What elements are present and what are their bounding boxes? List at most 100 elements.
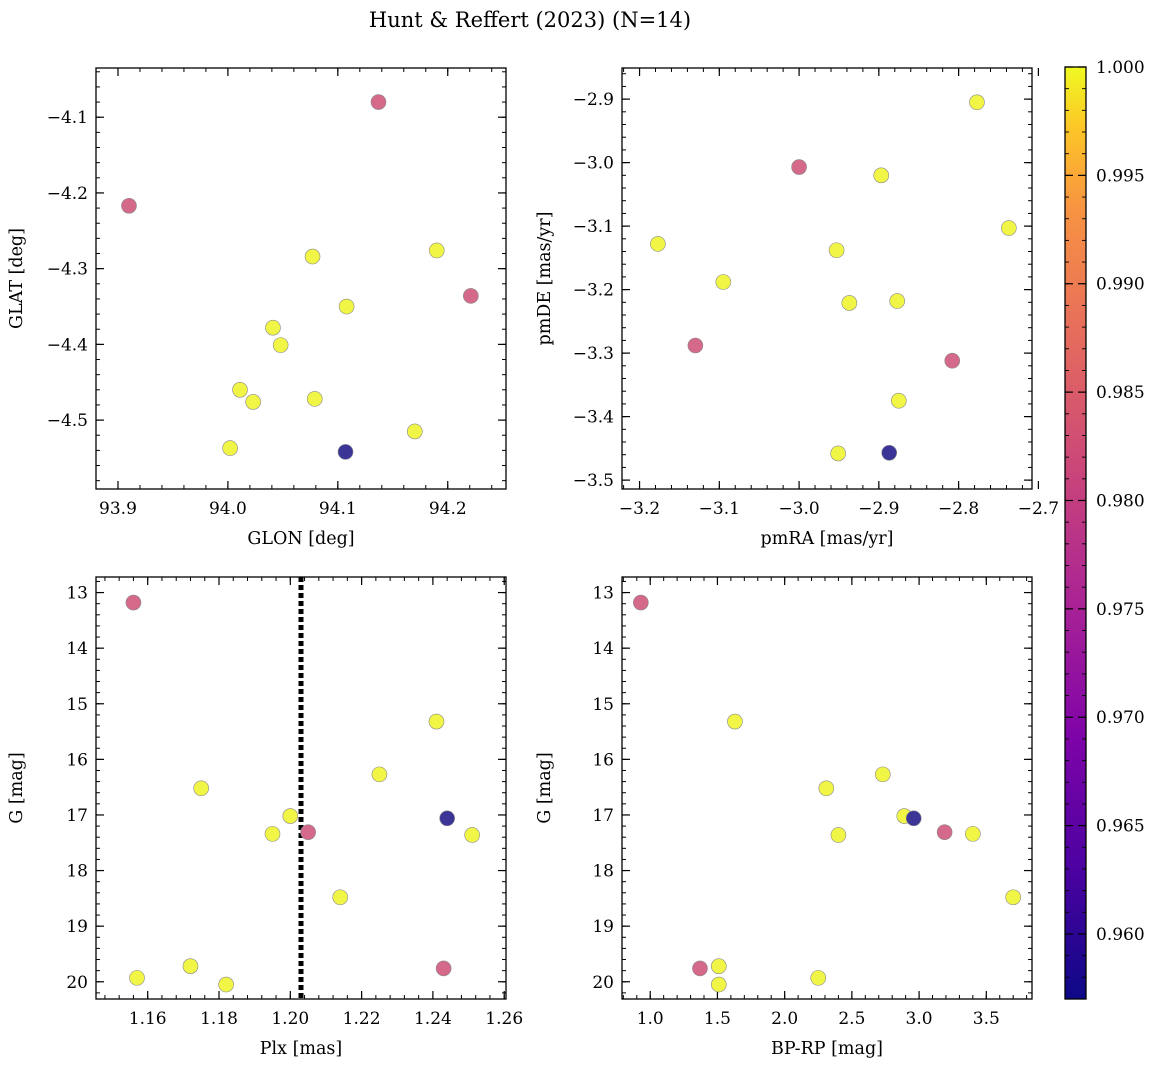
y-tick-label: 19 xyxy=(66,917,88,937)
y-tick-label: 20 xyxy=(66,973,88,993)
data-point xyxy=(428,242,445,259)
x-tick-label: 1.5 xyxy=(704,1009,731,1029)
x-tick-label: 94.0 xyxy=(209,499,247,519)
x-tick-label: 1.26 xyxy=(485,1009,523,1029)
x-tick-label: 93.9 xyxy=(99,499,137,519)
data-point xyxy=(464,827,480,843)
y-tick-label: −2.9 xyxy=(573,90,614,110)
data-point xyxy=(370,94,387,110)
data-point xyxy=(687,337,704,354)
y-axis-label: G [mag] xyxy=(535,752,555,823)
colorbar-frame xyxy=(1064,66,1087,1000)
x-tick-label: −2.7 xyxy=(1018,499,1059,519)
data-point xyxy=(889,293,905,309)
y-tick-label: −4.5 xyxy=(47,411,88,431)
colorbar-tick-label: 0.980 xyxy=(1096,491,1145,511)
x-tick-label: 94.1 xyxy=(319,499,357,519)
panels: 93.9 94.0 94.1 94.2 −4.5 −4.4 −4.3 −4.2 −4.1 GLON… xyxy=(7,67,1059,1059)
axes-frame xyxy=(621,576,1033,1000)
x-tick-label: 3.5 xyxy=(973,1009,1000,1029)
x-tick-label: 1.0 xyxy=(637,1009,664,1029)
data-point xyxy=(338,298,355,315)
x-axis-label: Plx [mas] xyxy=(260,1039,342,1059)
x-tick-label: −3.1 xyxy=(699,499,740,519)
y-axis-label: GLAT [deg] xyxy=(7,228,27,329)
data-point xyxy=(710,976,727,993)
data-point xyxy=(944,352,961,369)
y-tick-label: 13 xyxy=(66,584,88,604)
data-point xyxy=(129,970,145,986)
data-point xyxy=(828,242,845,259)
data-point xyxy=(936,824,953,841)
y-axis-label: G [mag] xyxy=(7,752,27,823)
data-point xyxy=(264,826,281,842)
data-point xyxy=(218,976,234,993)
data-point xyxy=(873,167,890,184)
data-point xyxy=(121,198,137,214)
y-tick-label: −3.5 xyxy=(573,471,614,491)
colorbar-tick-label: 0.975 xyxy=(1096,600,1145,620)
data-point xyxy=(332,889,349,906)
data-point xyxy=(830,827,847,843)
y-tick-label: −4.1 xyxy=(47,108,88,128)
y-tick-label: 14 xyxy=(592,639,614,659)
data-point xyxy=(371,766,388,783)
y-tick-label: 17 xyxy=(66,806,88,826)
data-point xyxy=(881,445,898,461)
y-tick-label: 20 xyxy=(592,973,614,993)
data-point xyxy=(791,159,807,175)
y-tick-label: 15 xyxy=(592,695,614,715)
x-tick-label: 1.16 xyxy=(129,1009,167,1029)
y-tick-label: −3.1 xyxy=(573,217,614,237)
data-point xyxy=(125,594,142,611)
data-point xyxy=(265,319,281,336)
y-tick-label: 16 xyxy=(66,750,88,770)
x-tick-label: −3.2 xyxy=(619,499,660,519)
axes-frame xyxy=(95,67,507,490)
axes-frame xyxy=(621,67,1033,490)
x-tick-label: 1.18 xyxy=(200,1009,238,1029)
data-point xyxy=(965,826,981,842)
panel-bprp-g: 1.0 1.5 2.0 2.5 3.0 3.5 13 14 15 16 17 18 19 20 BP-RP … xyxy=(535,576,1033,1059)
data-point xyxy=(282,808,299,824)
data-point xyxy=(439,810,455,827)
y-tick-label: 13 xyxy=(592,584,614,604)
y-tick-label: 18 xyxy=(66,862,88,882)
data-point xyxy=(841,295,858,311)
data-point xyxy=(406,423,423,440)
y-tick-label: −3.3 xyxy=(573,344,614,364)
x-tick-label: 3.0 xyxy=(906,1009,933,1029)
data-point xyxy=(193,780,209,797)
data-point xyxy=(435,960,452,977)
data-point xyxy=(428,713,445,730)
colorbar-tick-label: 1.000 xyxy=(1096,58,1145,78)
data-point xyxy=(692,960,708,977)
y-tick-label: 14 xyxy=(66,639,88,659)
colorbar-tick-label: 0.960 xyxy=(1096,925,1145,945)
colorbar: 0.960 0.965 0.970 0.975 0.980 0.985 0.990 0.995… xyxy=(1064,58,1145,1000)
y-tick-label: 18 xyxy=(592,862,614,882)
y-tick-label: −3.0 xyxy=(573,154,614,174)
x-tick-label: 2.5 xyxy=(838,1009,865,1029)
data-point xyxy=(245,394,261,410)
data-point xyxy=(810,970,827,986)
y-tick-label: 16 xyxy=(592,750,614,770)
data-point xyxy=(306,391,323,407)
data-point xyxy=(650,236,666,252)
data-point xyxy=(830,445,846,462)
data-point xyxy=(633,594,649,611)
x-tick-label: −3.0 xyxy=(778,499,819,519)
data-point xyxy=(222,440,238,456)
x-tick-label: −2.8 xyxy=(938,499,979,519)
x-tick-label: 1.24 xyxy=(414,1009,452,1029)
data-point xyxy=(818,780,835,797)
y-tick-label: −3.2 xyxy=(573,281,614,301)
x-axis-label: GLON [deg] xyxy=(247,529,354,549)
x-tick-label: 2.0 xyxy=(771,1009,798,1029)
axes-frame xyxy=(95,576,507,1000)
colorbar-tick-label: 0.990 xyxy=(1096,275,1145,295)
data-point xyxy=(710,958,727,974)
data-point xyxy=(890,392,907,409)
figure-title: Hunt & Reffert (2023) (N=14) xyxy=(369,8,691,32)
colorbar-gradient xyxy=(1065,67,1086,999)
